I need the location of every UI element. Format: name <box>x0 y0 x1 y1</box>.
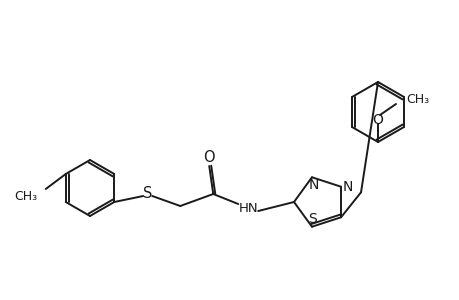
Text: S: S <box>142 187 151 202</box>
Text: N: N <box>308 178 319 192</box>
Text: CH₃: CH₃ <box>405 92 428 106</box>
Text: O: O <box>203 149 215 164</box>
Text: S: S <box>308 212 317 226</box>
Text: O: O <box>372 113 383 127</box>
Text: N: N <box>342 180 353 194</box>
Text: HN: HN <box>238 202 257 215</box>
Text: CH₃: CH₃ <box>15 190 38 203</box>
